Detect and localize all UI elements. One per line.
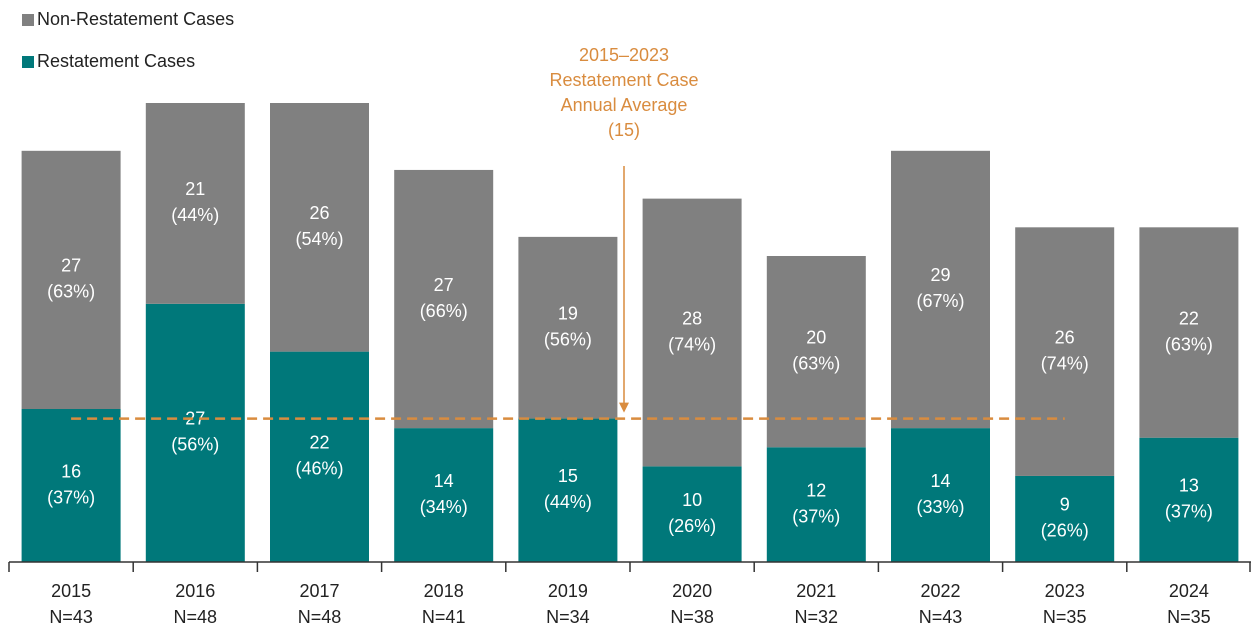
x-tick-label: 2016 — [175, 581, 215, 601]
percent-label: (26%) — [1041, 521, 1089, 541]
percent-label: (54%) — [295, 229, 343, 249]
bar-segment — [145, 103, 245, 304]
x-tick-label: 2020 — [672, 581, 712, 601]
bar-segment — [766, 447, 866, 562]
value-label: 12 — [806, 480, 826, 500]
bar-segment — [394, 169, 494, 429]
bar-segment — [145, 303, 245, 562]
percent-label: (37%) — [47, 487, 95, 507]
percent-label: (67%) — [916, 291, 964, 311]
value-label: 26 — [309, 203, 329, 223]
bar-segment — [518, 236, 618, 419]
n-label: N=41 — [422, 607, 466, 627]
x-tick-label: 2019 — [548, 581, 588, 601]
percent-label: (63%) — [47, 282, 95, 302]
percent-label: (74%) — [1041, 353, 1089, 373]
percent-label: (63%) — [1165, 334, 1213, 354]
value-label: 15 — [558, 466, 578, 486]
n-label: N=38 — [670, 607, 714, 627]
legend-swatch — [22, 14, 34, 26]
n-label: N=48 — [298, 607, 342, 627]
x-tick-label: 2023 — [1045, 581, 1085, 601]
value-label: 27 — [434, 275, 454, 295]
bar-segment — [642, 466, 742, 562]
x-tick-label: 2022 — [920, 581, 960, 601]
value-label: 22 — [1179, 308, 1199, 328]
percent-label: (33%) — [916, 497, 964, 517]
percent-label: (37%) — [1165, 502, 1213, 522]
bar-segment — [21, 150, 121, 409]
annotation-text: Annual Average — [561, 95, 688, 115]
bar-segment — [1015, 227, 1115, 476]
value-label: 9 — [1060, 495, 1070, 515]
percent-label: (26%) — [668, 516, 716, 536]
value-label: 27 — [185, 409, 205, 429]
value-label: 26 — [1055, 327, 1075, 347]
percent-label: (66%) — [420, 301, 468, 321]
value-label: 28 — [682, 308, 702, 328]
n-label: N=32 — [795, 607, 839, 627]
n-label: N=48 — [174, 607, 218, 627]
percent-label: (74%) — [668, 334, 716, 354]
bar-segment — [642, 198, 742, 467]
n-label: N=34 — [546, 607, 590, 627]
bar-segment — [891, 428, 990, 562]
bar-segment — [394, 428, 494, 562]
value-label: 29 — [930, 265, 950, 285]
n-label: N=35 — [1167, 607, 1211, 627]
annotation-arrowhead — [619, 402, 629, 413]
bar-segment — [1139, 227, 1239, 438]
n-label: N=35 — [1043, 607, 1087, 627]
x-tick-label: 2018 — [424, 581, 464, 601]
value-label: 19 — [558, 303, 578, 323]
value-label: 27 — [61, 256, 81, 276]
n-label: N=43 — [49, 607, 93, 627]
n-label: N=43 — [919, 607, 963, 627]
bar-segment — [891, 150, 990, 429]
percent-label: (56%) — [544, 329, 592, 349]
annotation-text: Restatement Case — [549, 70, 698, 90]
bar-segment — [270, 351, 369, 562]
percent-label: (63%) — [792, 353, 840, 373]
legend-label: Restatement Cases — [37, 51, 195, 71]
legend-swatch — [22, 56, 34, 68]
x-tick-label: 2015 — [51, 581, 91, 601]
value-label: 13 — [1179, 476, 1199, 496]
bar-segment — [270, 103, 369, 352]
x-tick-label: 2021 — [796, 581, 836, 601]
value-label: 16 — [61, 461, 81, 481]
annotation-text: (15) — [608, 120, 640, 140]
legend-label: Non-Restatement Cases — [37, 9, 234, 29]
annotation-text: 2015–2023 — [579, 45, 669, 65]
percent-label: (34%) — [420, 497, 468, 517]
percent-label: (44%) — [171, 205, 219, 225]
value-label: 22 — [309, 433, 329, 453]
percent-label: (37%) — [792, 506, 840, 526]
percent-label: (44%) — [544, 492, 592, 512]
bar-segment — [518, 418, 618, 562]
percent-label: (56%) — [171, 435, 219, 455]
percent-label: (46%) — [295, 459, 343, 479]
value-label: 10 — [682, 490, 702, 510]
x-tick-label: 2017 — [299, 581, 339, 601]
value-label: 21 — [185, 179, 205, 199]
value-label: 14 — [930, 471, 950, 491]
value-label: 14 — [434, 471, 454, 491]
bar-segment — [1139, 437, 1239, 562]
value-label: 20 — [806, 327, 826, 347]
bar-segment — [21, 409, 121, 562]
bar-segment — [766, 256, 866, 448]
bar-segment — [1015, 475, 1115, 562]
x-tick-label: 2024 — [1169, 581, 1209, 601]
